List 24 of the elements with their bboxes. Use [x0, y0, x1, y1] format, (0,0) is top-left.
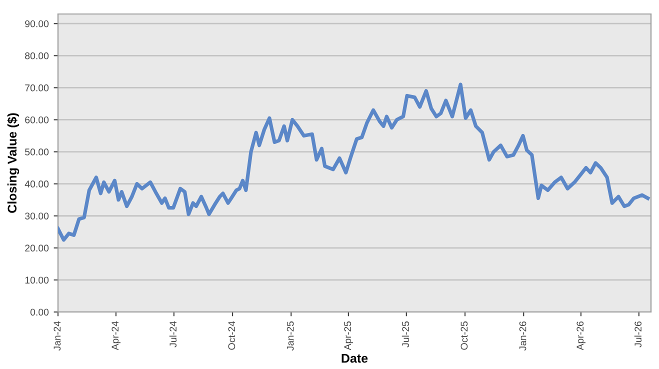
y-tick-label: 30.00 [25, 212, 49, 220]
x-tick-label: Jan-26 [519, 321, 526, 351]
x-tick-label: Apr-24 [112, 321, 120, 350]
y-tick-label: 20.00 [25, 244, 49, 252]
x-tick-label: Jul-25 [402, 321, 410, 348]
line-series [58, 82, 650, 242]
x-tick-label: Jan-25 [286, 321, 294, 351]
y-tick-label: 40.00 [24, 180, 49, 188]
y-axis-title: Closing Value ($) [7, 113, 20, 213]
x-tick-label: Oct-24 [228, 321, 236, 350]
y-tick-label: 90.00 [25, 20, 49, 28]
y-tick-label: 60.00 [25, 116, 49, 124]
y-tick-label: 10.00 [25, 276, 49, 284]
x-axis-title: Date [342, 354, 368, 363]
x-tick-label: Apr-26 [576, 321, 586, 350]
y-tick-label: 80.00 [25, 52, 49, 60]
y-tick-label: 50.00 [25, 148, 49, 156]
x-tick-label: Apr-25 [344, 321, 353, 350]
y-tick-label: 0.00 [30, 308, 49, 316]
x-tick-label: Jul-26 [634, 321, 642, 348]
x-tick-label: Jan-24 [54, 321, 61, 351]
x-tick-label: Oct-25 [460, 321, 468, 350]
x-tick-label: Jul-24 [169, 321, 177, 348]
y-tick-label: 70.00 [25, 84, 49, 92]
